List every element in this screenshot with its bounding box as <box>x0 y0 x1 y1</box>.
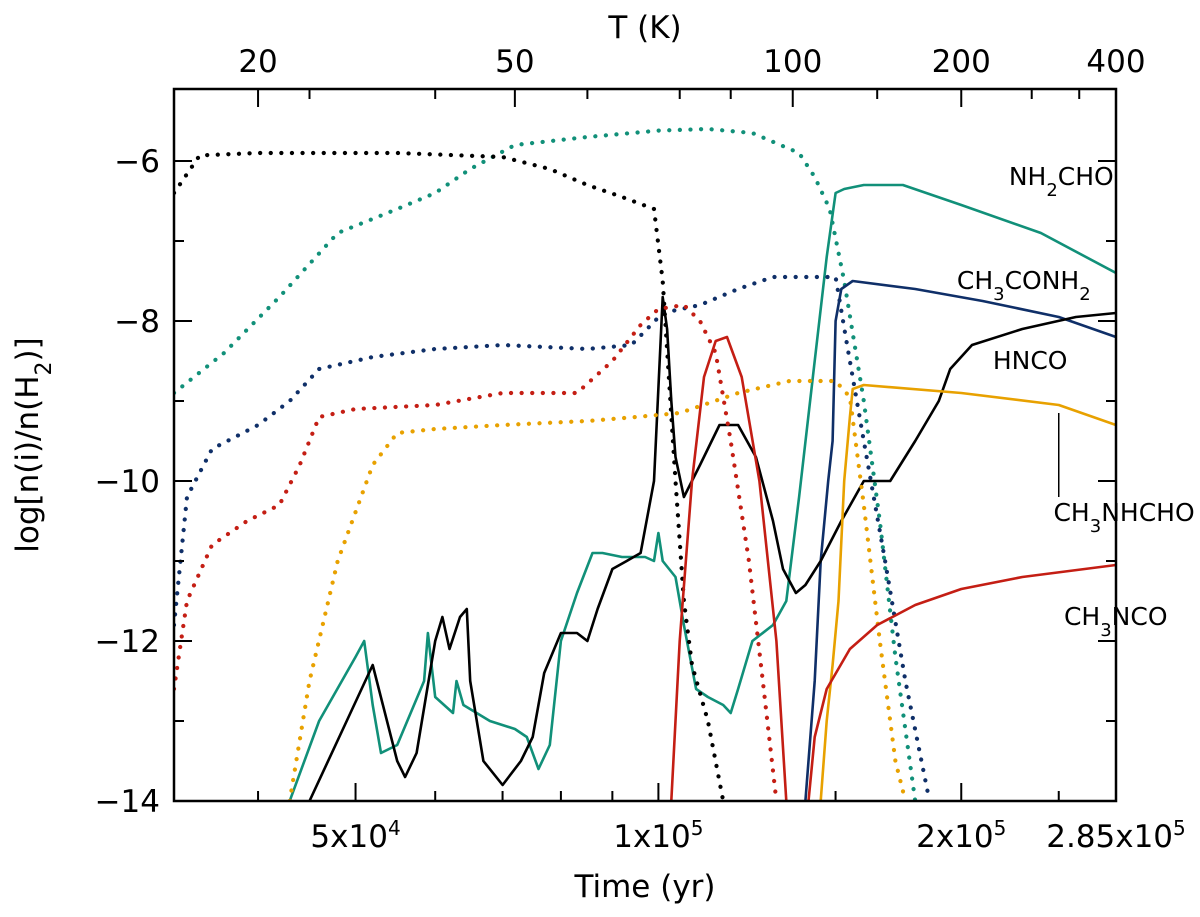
series-nh2cho-dotted-line <box>174 126 918 801</box>
series-ch3nco-gas-peak-line <box>670 335 788 801</box>
y-tick-label: −10 <box>95 464 160 500</box>
top-tick-label: 200 <box>932 44 991 80</box>
species-label: CH3NCO <box>1064 602 1168 641</box>
x-axis-title: Time (yr) <box>574 869 716 905</box>
ticks-layer <box>174 89 1116 802</box>
top-tick-label: 400 <box>1086 44 1145 80</box>
top-tick-label: 100 <box>763 44 822 80</box>
species-label: CH3NHCHO <box>1053 498 1194 537</box>
y-axis-title-sub: 2 <box>32 361 57 375</box>
top-axis-title: T (K) <box>607 10 681 46</box>
x-tick-label: 2.85x105 <box>1046 816 1186 855</box>
species-label: HNCO <box>993 346 1068 375</box>
plot-frame <box>172 87 1118 803</box>
x-tick-label: 5x104 <box>310 816 400 855</box>
series-ch3nco-dotted-line <box>174 302 779 801</box>
y-tick-label: −14 <box>95 784 160 820</box>
tick-labels-layer: −6 −8 −10 −12 −14 5x104 1x105 2x105 2.85x105 20 50… <box>95 44 1186 855</box>
top-tick-label: 50 <box>495 44 534 80</box>
species-label: CH3CONH2 <box>957 266 1091 305</box>
series-ch3conh2-dotted-line <box>174 274 932 801</box>
series-nh2cho-solid-line <box>288 183 1116 801</box>
x-tick-label: 1x105 <box>613 816 703 855</box>
annotations-layer: NH2CHO CH3CONH2 HNCO CH3NHCHO CH3NCO <box>957 162 1195 641</box>
series-hnco-dotted-line <box>174 150 726 801</box>
y-tick-label: −8 <box>114 304 160 340</box>
y-tick-label: −6 <box>114 144 160 180</box>
series-ch3nhcho-dotted-line <box>287 378 908 801</box>
y-axis-title-post: )] <box>10 337 46 361</box>
series-hnco-solid-line <box>308 295 1116 801</box>
x-tick-label: 2x105 <box>916 816 1006 855</box>
series-layer <box>174 126 1116 801</box>
top-tick-label: 20 <box>238 44 277 80</box>
species-label: NH2CHO <box>1009 162 1114 201</box>
series-ch3nco-solid-line <box>807 563 1116 801</box>
y-axis-title-pre: log[n(i)/n(H <box>10 375 46 552</box>
y-tick-label: −12 <box>95 624 160 660</box>
y-axis-title: log[n(i)/n(H2)] <box>10 337 57 553</box>
series-ch3conh2-solid-line <box>804 279 1116 801</box>
